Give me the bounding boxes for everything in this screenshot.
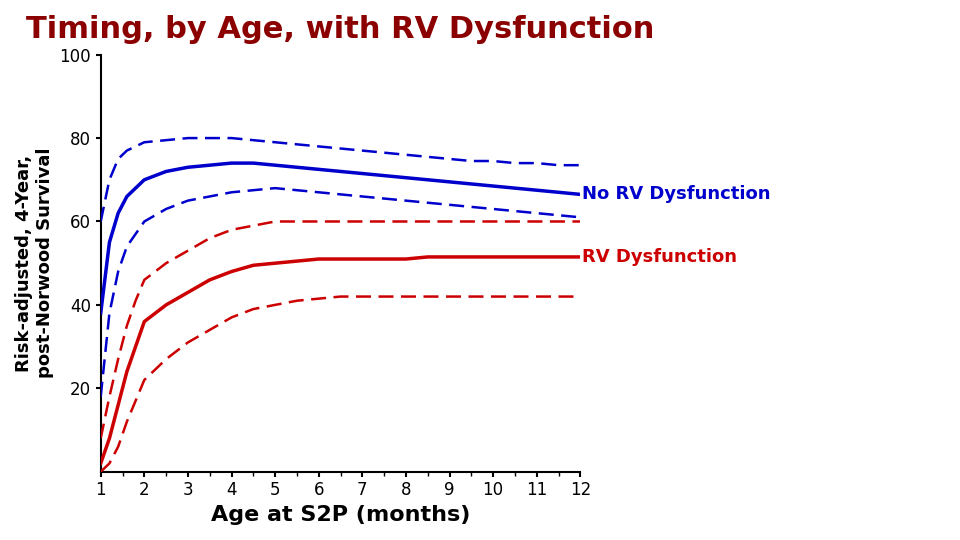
Text: RV Dysfunction: RV Dysfunction — [583, 248, 737, 266]
X-axis label: Age at S2P (months): Age at S2P (months) — [211, 505, 470, 525]
Y-axis label: Risk-adjusted, 4-Year,
post-Norwood Survival: Risk-adjusted, 4-Year, post-Norwood Surv… — [15, 148, 54, 379]
Text: No RV Dysfunction: No RV Dysfunction — [583, 185, 771, 204]
Title: Timing, by Age, with RV Dysfunction: Timing, by Age, with RV Dysfunction — [26, 15, 655, 44]
